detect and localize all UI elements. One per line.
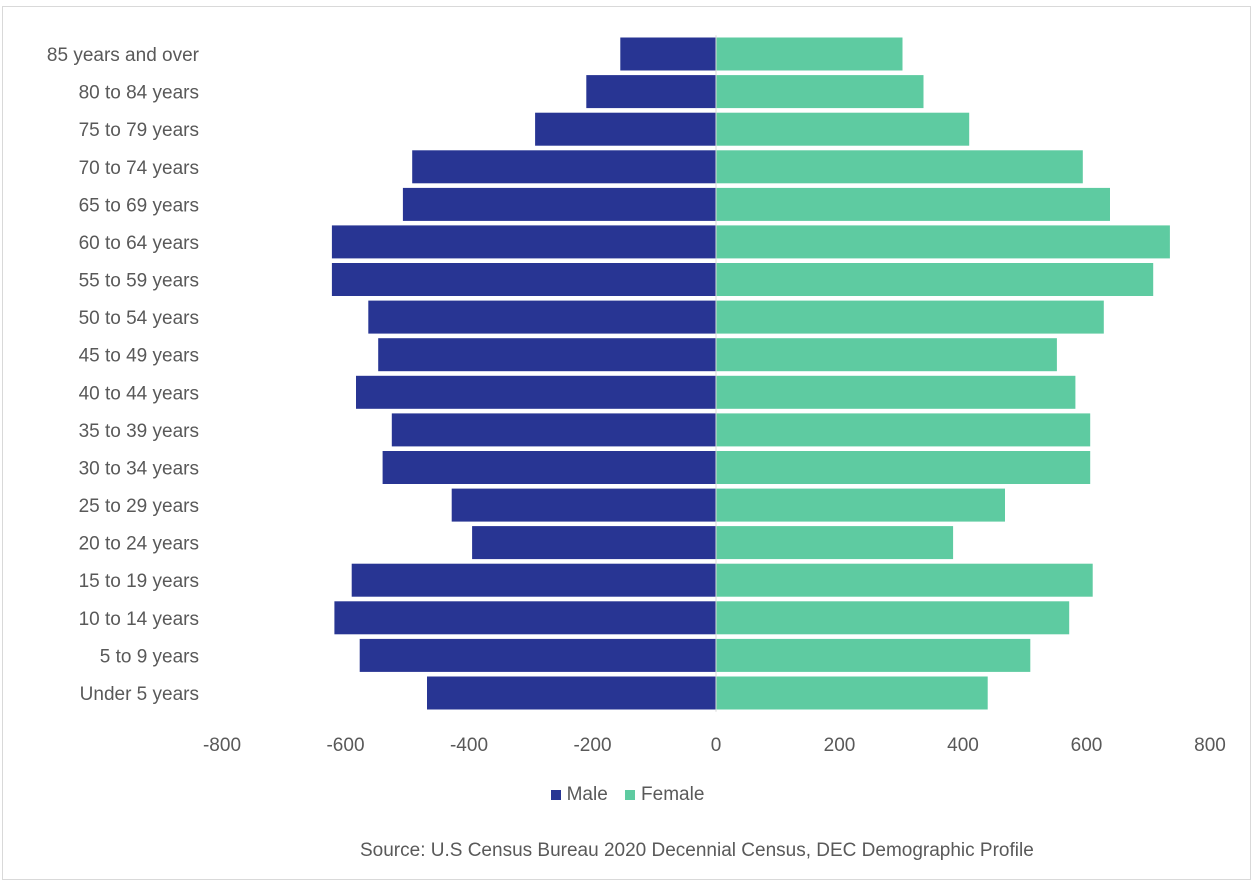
tick-label-4: 0 <box>711 735 722 756</box>
bar-female-13 <box>716 526 954 560</box>
bar-female-7 <box>716 300 1104 334</box>
female-series <box>716 37 1170 710</box>
category-label-3: 70 to 74 years <box>79 158 199 179</box>
bar-male-0 <box>620 37 716 71</box>
bar-male-7 <box>368 300 716 334</box>
bar-male-14 <box>351 563 716 597</box>
bar-male-8 <box>378 338 716 372</box>
legend-label-female: Female <box>641 784 705 805</box>
bar-female-10 <box>716 413 1091 447</box>
value-axis-labels: -800 -600 -400 -200 0 200 400 600 800 <box>203 735 1226 756</box>
tick-label-6: 400 <box>947 735 979 756</box>
category-label-16: 5 to 9 years <box>100 646 199 667</box>
category-axis-labels: 85 years and over 80 to 84 years 75 to 79 … <box>47 45 200 705</box>
bar-female-0 <box>716 37 903 71</box>
bar-male-11 <box>382 451 716 484</box>
bar-male-15 <box>334 601 716 635</box>
category-label-4: 65 to 69 years <box>79 195 199 216</box>
male-series <box>331 37 716 710</box>
tick-label-3: -200 <box>573 735 611 756</box>
bar-male-6 <box>331 263 716 296</box>
bar-female-14 <box>716 563 1093 597</box>
bar-male-3 <box>412 150 716 184</box>
bar-male-4 <box>402 187 716 221</box>
bar-male-2 <box>535 112 716 146</box>
source-note: Source: U.S Census Bureau 2020 Decennial… <box>360 840 1034 861</box>
tick-label-8: 800 <box>1194 735 1226 756</box>
category-label-13: 20 to 24 years <box>79 534 199 555</box>
legend: Male Female <box>0 784 1255 806</box>
bar-female-5 <box>716 225 1170 259</box>
category-label-5: 60 to 64 years <box>79 233 199 254</box>
bar-male-10 <box>391 413 716 447</box>
category-label-10: 35 to 39 years <box>79 421 199 442</box>
bar-female-16 <box>716 638 1031 672</box>
bar-female-2 <box>716 112 970 146</box>
bar-female-4 <box>716 187 1110 221</box>
legend-swatch-female <box>625 790 636 800</box>
bar-male-13 <box>472 526 716 560</box>
bar-female-9 <box>716 375 1076 409</box>
category-label-1: 80 to 84 years <box>79 83 199 104</box>
bar-male-9 <box>356 375 716 409</box>
bar-female-3 <box>716 150 1083 184</box>
category-label-6: 55 to 59 years <box>79 271 199 292</box>
bar-male-16 <box>359 638 716 672</box>
category-label-15: 10 to 14 years <box>79 609 199 630</box>
category-label-8: 45 to 49 years <box>79 346 199 367</box>
legend-label-male: Male <box>566 784 608 805</box>
category-label-17: Under 5 years <box>80 684 199 705</box>
bar-female-6 <box>716 263 1154 296</box>
category-label-11: 30 to 34 years <box>79 458 199 479</box>
tick-label-5: 200 <box>824 735 856 756</box>
tick-label-0: -800 <box>203 735 241 756</box>
legend-item-female: Female <box>625 784 704 806</box>
category-label-14: 15 to 19 years <box>79 571 199 592</box>
bar-male-5 <box>331 225 716 259</box>
bar-male-17 <box>427 676 716 710</box>
category-label-2: 75 to 79 years <box>79 120 199 141</box>
category-label-0: 85 years and over <box>47 45 200 66</box>
tick-label-1: -600 <box>326 735 364 756</box>
bar-female-12 <box>716 488 1005 522</box>
bar-male-12 <box>451 488 716 522</box>
bar-male-1 <box>586 75 716 109</box>
legend-swatch-male <box>550 790 561 800</box>
bar-female-1 <box>716 75 924 109</box>
bar-female-11 <box>716 451 1091 484</box>
legend-item-male: Male <box>550 784 608 806</box>
tick-label-2: -400 <box>450 735 488 756</box>
category-label-12: 25 to 29 years <box>79 496 199 517</box>
bar-female-17 <box>716 676 988 710</box>
category-label-7: 50 to 54 years <box>79 308 199 329</box>
tick-label-7: 600 <box>1071 735 1103 756</box>
bar-female-15 <box>716 601 1070 635</box>
category-label-9: 40 to 44 years <box>79 383 199 404</box>
bar-female-8 <box>716 338 1057 372</box>
